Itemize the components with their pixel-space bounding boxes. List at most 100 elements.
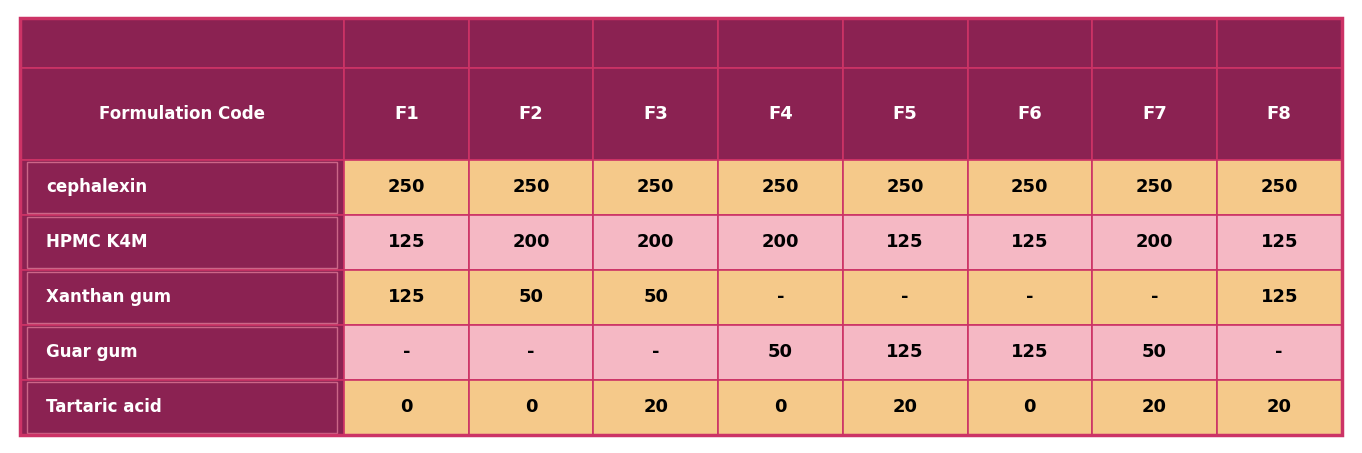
Bar (1216, 18, 1342, 68)
Text: 125: 125 (887, 343, 923, 361)
Bar (718, 270, 843, 325)
Bar (967, 18, 1092, 68)
Text: 50: 50 (768, 343, 793, 361)
Bar (1216, 215, 1342, 270)
Bar (345, 68, 469, 160)
Bar (843, 18, 967, 68)
Bar (345, 325, 469, 380)
Text: 20: 20 (1143, 398, 1167, 416)
Bar (718, 380, 843, 435)
Text: F8: F8 (1267, 105, 1291, 123)
Text: F1: F1 (394, 105, 418, 123)
Bar (967, 215, 1092, 270)
Bar (843, 325, 967, 380)
Bar (594, 270, 718, 325)
Bar (27, 382, 338, 433)
Text: 125: 125 (1260, 289, 1298, 306)
Bar (1216, 270, 1342, 325)
Bar (967, 380, 1092, 435)
Text: 50: 50 (1143, 343, 1167, 361)
Text: 200: 200 (512, 233, 550, 251)
Text: -: - (403, 343, 410, 361)
Bar (469, 325, 594, 380)
Bar (843, 380, 967, 435)
Text: -: - (652, 343, 659, 361)
Bar (718, 325, 843, 380)
Bar (843, 270, 967, 325)
Text: 250: 250 (512, 178, 550, 196)
Text: 125: 125 (887, 233, 923, 251)
Bar (1092, 270, 1216, 325)
Text: 200: 200 (637, 233, 674, 251)
Text: -: - (1275, 343, 1283, 361)
Text: F5: F5 (893, 105, 918, 123)
Text: 250: 250 (637, 178, 674, 196)
Text: 125: 125 (388, 289, 425, 306)
Bar (20, 380, 345, 435)
Text: 20: 20 (643, 398, 669, 416)
Text: F7: F7 (1143, 105, 1167, 123)
Bar (718, 68, 843, 160)
Text: 125: 125 (1011, 343, 1049, 361)
Bar (27, 162, 338, 212)
Text: 250: 250 (761, 178, 799, 196)
Text: 250: 250 (887, 178, 923, 196)
Bar (20, 325, 345, 380)
Bar (345, 270, 469, 325)
Text: 200: 200 (1136, 233, 1173, 251)
Text: Xanthan gum: Xanthan gum (46, 289, 172, 306)
Text: -: - (1026, 289, 1034, 306)
Text: 20: 20 (892, 398, 918, 416)
Bar (967, 160, 1092, 215)
Text: 250: 250 (1011, 178, 1049, 196)
Bar (843, 68, 967, 160)
Bar (20, 68, 345, 160)
Text: 250: 250 (1260, 178, 1298, 196)
Bar (345, 160, 469, 215)
Bar (1092, 380, 1216, 435)
Text: 0: 0 (400, 398, 413, 416)
Bar (967, 325, 1092, 380)
Bar (345, 18, 469, 68)
Bar (594, 325, 718, 380)
Text: 50: 50 (643, 289, 669, 306)
Bar (20, 270, 345, 325)
Bar (1216, 68, 1342, 160)
Bar (843, 160, 967, 215)
Bar (1216, 380, 1342, 435)
Text: F3: F3 (643, 105, 669, 123)
Bar (1216, 325, 1342, 380)
Bar (594, 160, 718, 215)
Bar (718, 160, 843, 215)
Bar (1092, 18, 1216, 68)
Text: -: - (1151, 289, 1158, 306)
Bar (843, 215, 967, 270)
Text: Guar gum: Guar gum (46, 343, 138, 361)
Bar (345, 215, 469, 270)
Text: 50: 50 (519, 289, 543, 306)
Bar (594, 215, 718, 270)
Bar (469, 380, 594, 435)
Bar (1092, 215, 1216, 270)
Text: 20: 20 (1267, 398, 1291, 416)
Bar (967, 68, 1092, 160)
Bar (20, 160, 345, 215)
Text: -: - (776, 289, 785, 306)
Bar (594, 18, 718, 68)
Text: cephalexin: cephalexin (46, 178, 147, 196)
Bar (1092, 68, 1216, 160)
Bar (345, 380, 469, 435)
Text: 125: 125 (388, 233, 425, 251)
Text: 200: 200 (761, 233, 799, 251)
Bar (469, 160, 594, 215)
Text: 0: 0 (524, 398, 538, 416)
Bar (469, 18, 594, 68)
Text: HPMC K4M: HPMC K4M (46, 233, 148, 251)
Bar (594, 380, 718, 435)
Bar (27, 217, 338, 268)
Bar (20, 215, 345, 270)
Text: 250: 250 (1136, 178, 1173, 196)
Text: F2: F2 (519, 105, 543, 123)
Text: F4: F4 (768, 105, 793, 123)
Text: 0: 0 (1024, 398, 1036, 416)
